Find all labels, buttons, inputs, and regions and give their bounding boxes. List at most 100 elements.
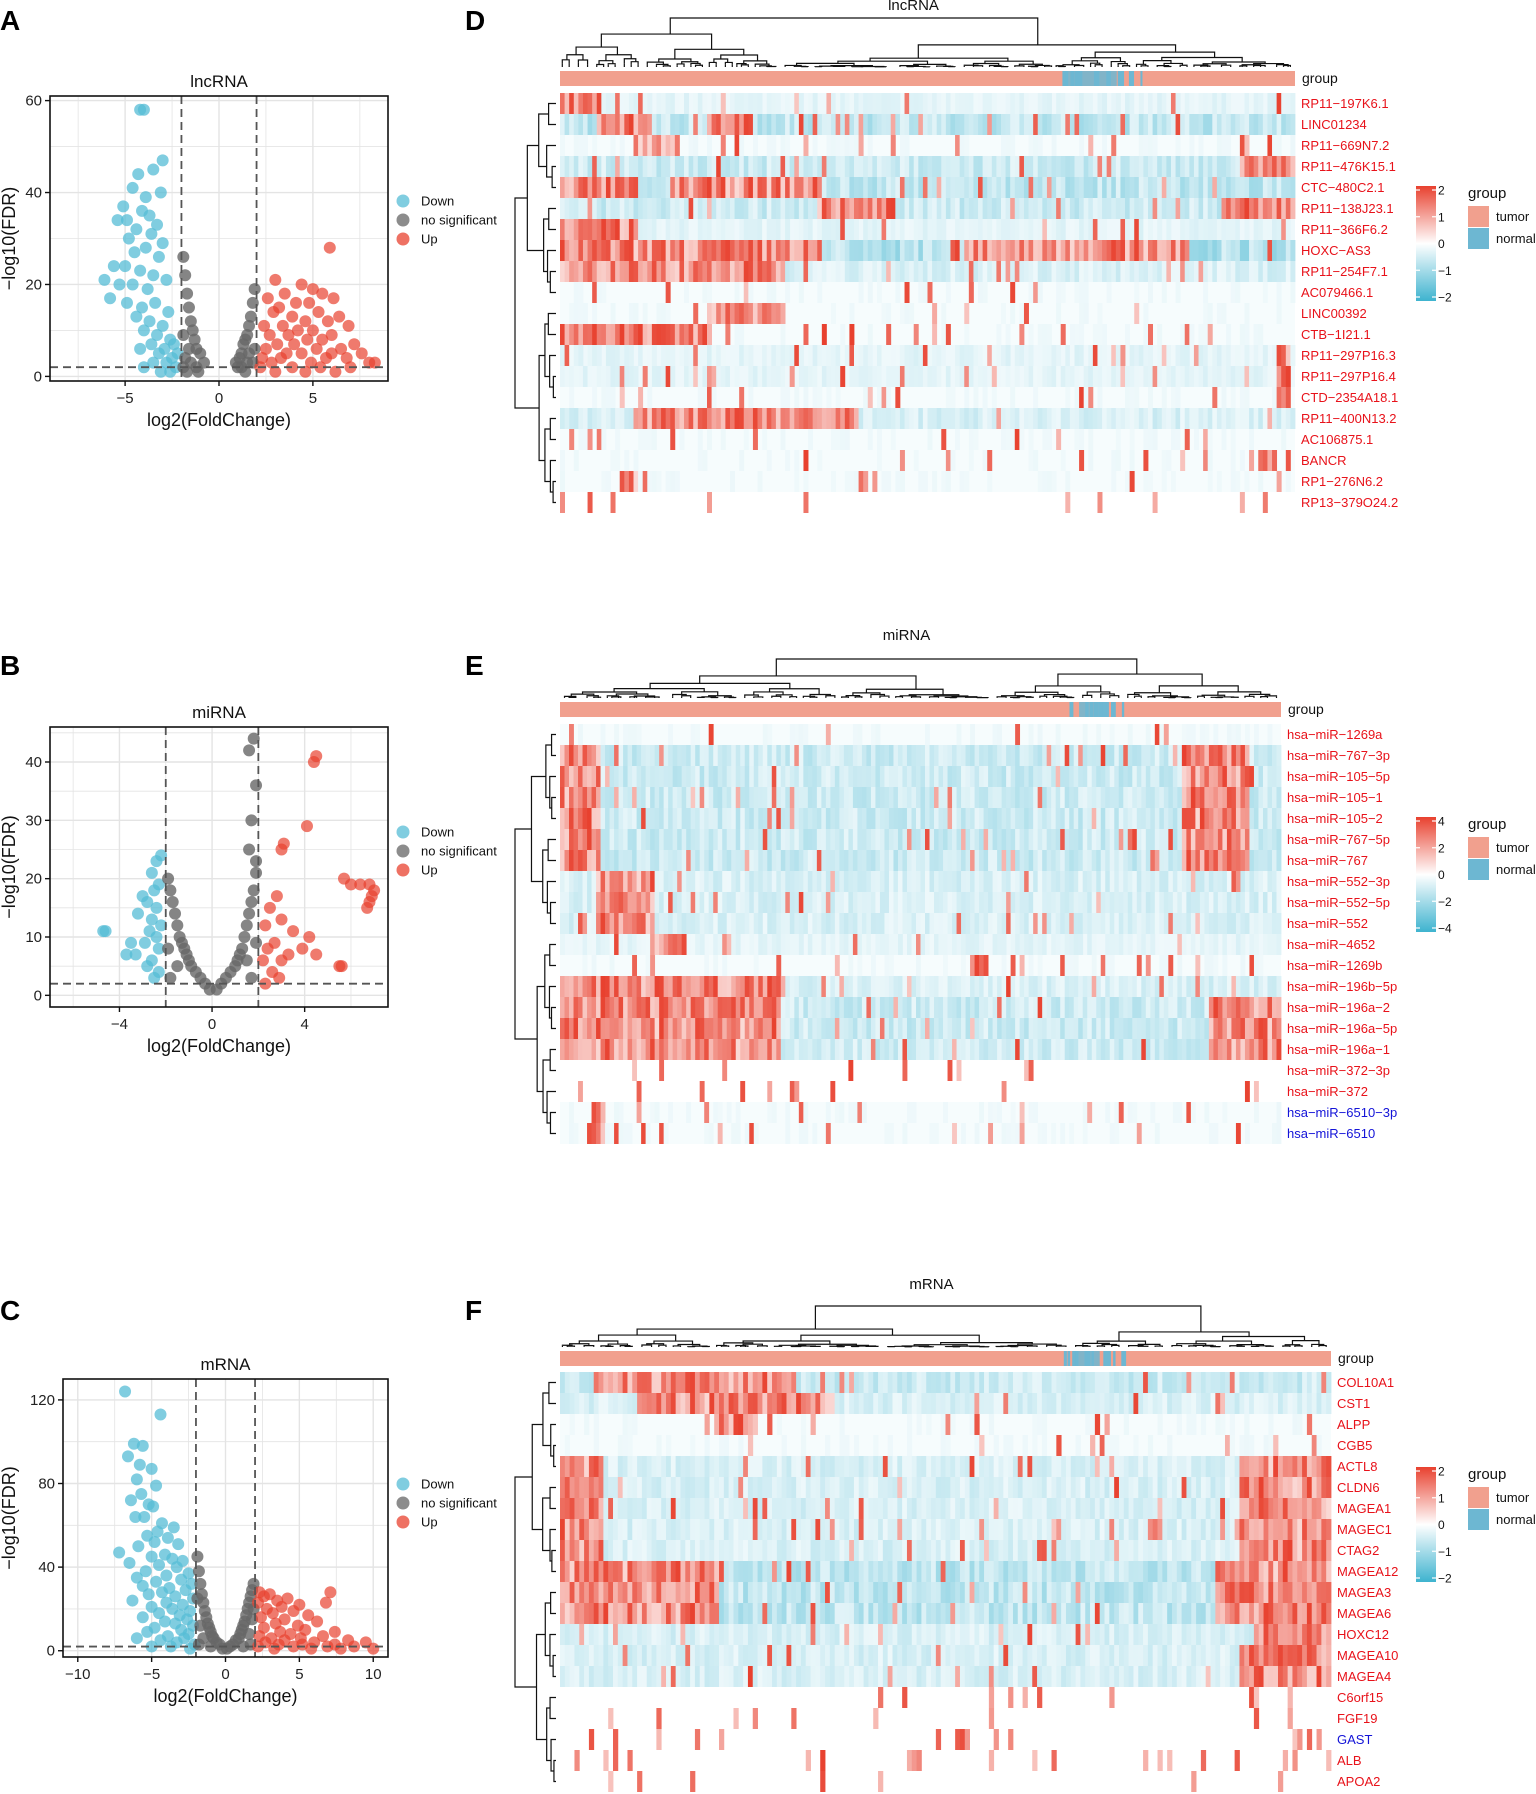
heatmap-cell [734,324,740,345]
heatmap-cell [645,808,651,829]
heatmap-cell [968,429,974,450]
heatmap-cell [789,345,795,366]
heatmap-cell [767,808,773,829]
heatmap-cell [605,871,610,892]
data-point-down [150,1479,163,1492]
heatmap-cell [956,724,962,745]
data-point-down [124,1494,137,1507]
heatmap-cell [642,114,648,135]
heatmap-cell [1198,366,1204,387]
heatmap-cell [560,976,565,997]
heatmap-cell [884,829,890,850]
heatmap-cell [952,892,957,913]
heatmap-cell [771,219,777,240]
heatmap-cell [1079,93,1085,114]
heatmap-cell [569,808,574,829]
heatmap-cell [752,156,758,177]
heatmap-cell [895,177,901,198]
heatmap-cell [906,787,912,808]
heatmap-cell [1271,871,1277,892]
data-point-up [302,1609,315,1622]
heatmap-cell [647,429,653,450]
heatmap-cell [1267,450,1273,471]
heatmap-cell [757,303,763,324]
heatmap-cell [1258,850,1264,871]
heatmap-cell [1088,387,1094,408]
heatmap-cell [1037,345,1043,366]
heatmap-cell [1115,177,1121,198]
data-point-up [287,925,300,938]
heatmap-cell [707,114,712,135]
heatmap-cell [817,450,823,471]
heatmap-cell [1222,766,1228,787]
data-point-down [145,866,158,879]
heatmap-cell [656,408,662,429]
data-point-down [155,919,168,932]
heatmap-cell [722,808,728,829]
heatmap-cell [996,261,1002,282]
heatmap-cell [888,745,894,766]
heatmap-cell [668,913,674,934]
heatmap-cell [775,156,781,177]
heatmap-cell [932,156,938,177]
heatmap-cell [1217,808,1223,829]
heatmap-cell [609,955,615,976]
heatmap-cell [1198,261,1204,282]
heatmap-cell [775,198,781,219]
heatmap-cell [674,471,680,492]
heatmap-cell [1069,787,1075,808]
heatmap-cell [1111,135,1117,156]
heatmap-cell [1046,745,1052,766]
heatmap-cell [973,345,979,366]
data-point-no-significant [162,872,175,885]
heatmap-cell [1152,156,1158,177]
heatmap-cell [1069,156,1075,177]
heatmap-cell [965,787,971,808]
heatmap-cell [941,156,947,177]
heatmap-cell [1161,198,1167,219]
heatmap-cell [988,892,993,913]
heatmap-cell [854,198,859,219]
heatmap-cell [863,408,869,429]
heatmap-cell [1207,261,1213,282]
heatmap-cell [1244,93,1250,114]
heatmap-cell [702,450,708,471]
data-point-up [268,1642,281,1655]
heatmap-cell [1033,892,1039,913]
heatmap-cell [918,93,924,114]
normal-sample-mark [1121,702,1125,717]
heatmap-cell [600,976,606,997]
heatmap-cell [1184,408,1190,429]
heatmap-cell [1051,892,1057,913]
heatmap-cell [766,198,772,219]
heatmap-cell [636,829,642,850]
heatmap-cell [1046,913,1052,934]
heatmap-cell [1157,219,1163,240]
heatmap-cell [913,177,919,198]
heatmap-cell [1271,745,1277,766]
heatmap-cell [1010,135,1016,156]
heatmap-cell [688,366,694,387]
heatmap-cell [1023,261,1029,282]
heatmap-cell [674,261,680,282]
heatmap-cell [720,198,726,219]
group-annotation-label: group [1288,701,1324,717]
heatmap-cell [1042,787,1048,808]
dendrogram-branch [744,694,759,697]
heatmap-cell [704,955,710,976]
heatmap-cell [1129,198,1135,219]
data-point-down [132,1540,145,1553]
heatmap-cell [1141,787,1147,808]
data-point-no-significant [191,1550,204,1563]
heatmap-cell [587,829,592,850]
heatmap-cell [592,408,598,429]
heatmap-cell [615,429,621,450]
heatmap-cell [740,850,746,871]
data-point-down [145,227,158,240]
heatmap-cell [1037,240,1043,261]
heatmap-cell [1208,745,1214,766]
heatmap-cell [947,808,953,829]
heatmap-cell [758,766,764,787]
heatmap-cell [1019,766,1025,787]
heatmap-cell [835,240,841,261]
